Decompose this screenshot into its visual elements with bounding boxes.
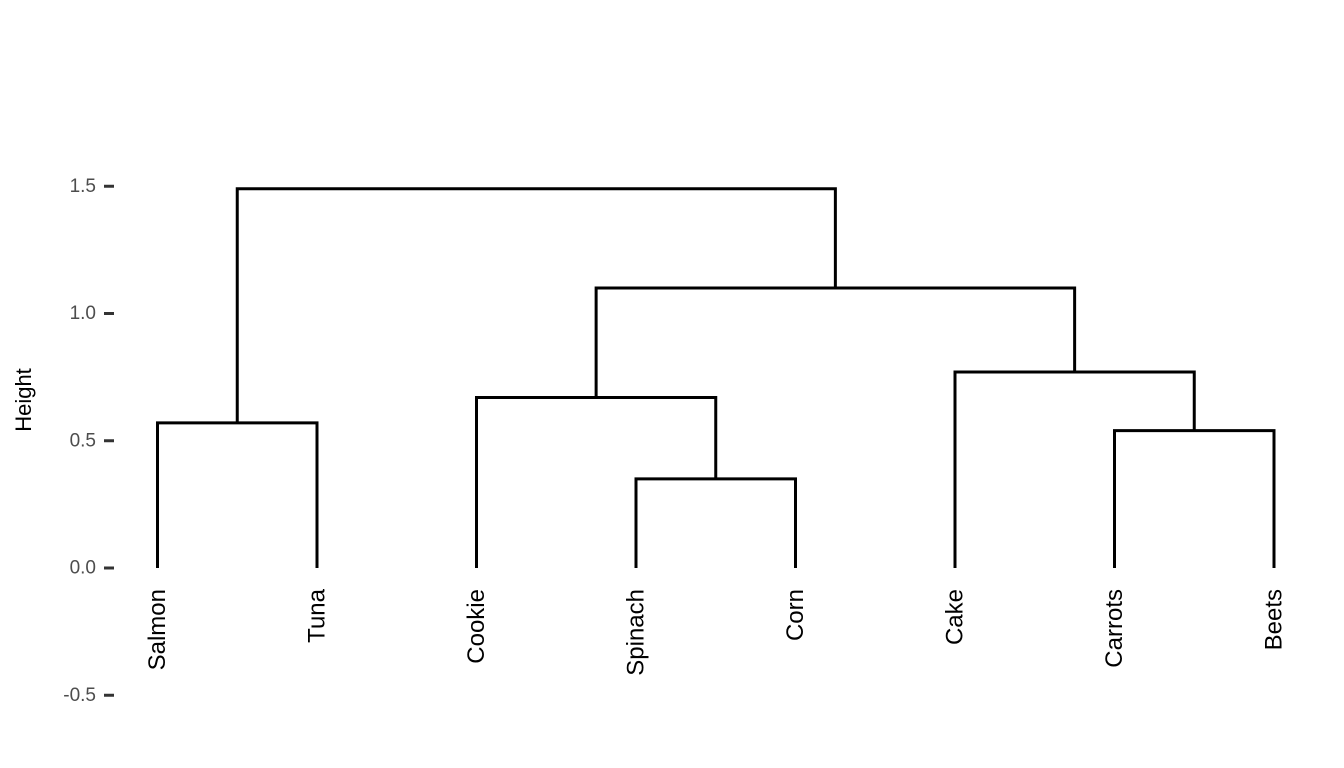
- merge-node-cookie-spinach-corn: [475, 395, 718, 568]
- merge-node-right-cluster: [594, 286, 1077, 398]
- merge-node-spinach-corn: [634, 477, 797, 568]
- leaf-label-cake: Cake: [942, 589, 969, 645]
- merge-node-cake-carrots-beets: [953, 370, 1196, 568]
- y-axis-tick-labels: -0.5 0.0 0.5 1.0 1.5: [63, 176, 96, 706]
- merge-node-carrots-beets: [1113, 429, 1276, 568]
- merge-node-root: [235, 187, 837, 423]
- y-tick-label: 0.0: [70, 558, 96, 579]
- merge-node-salmon-tuna: [156, 421, 319, 568]
- leaf-label-salmon: Salmon: [144, 589, 171, 670]
- leaf-label-spinach: Spinach: [623, 589, 650, 676]
- y-tick-label: 0.5: [70, 430, 96, 451]
- dendrogram-tree: [156, 187, 1276, 568]
- y-tick-label: 1.0: [70, 303, 96, 324]
- y-tick-label: -0.5: [63, 685, 96, 706]
- y-tick-label: 1.5: [70, 176, 96, 197]
- leaf-labels: Salmon Tuna Cookie Spinach Corn Cake Carrots Be…: [144, 588, 1288, 675]
- leaf-label-carrots: Carrots: [1101, 589, 1128, 668]
- leaf-label-beets: Beets: [1261, 589, 1288, 650]
- leaf-label-corn: Corn: [782, 589, 809, 641]
- y-axis-title: Height: [11, 368, 36, 432]
- y-axis-ticks: [104, 184, 114, 697]
- leaf-label-tuna: Tuna: [304, 588, 331, 642]
- leaf-label-cookie: Cookie: [463, 589, 490, 664]
